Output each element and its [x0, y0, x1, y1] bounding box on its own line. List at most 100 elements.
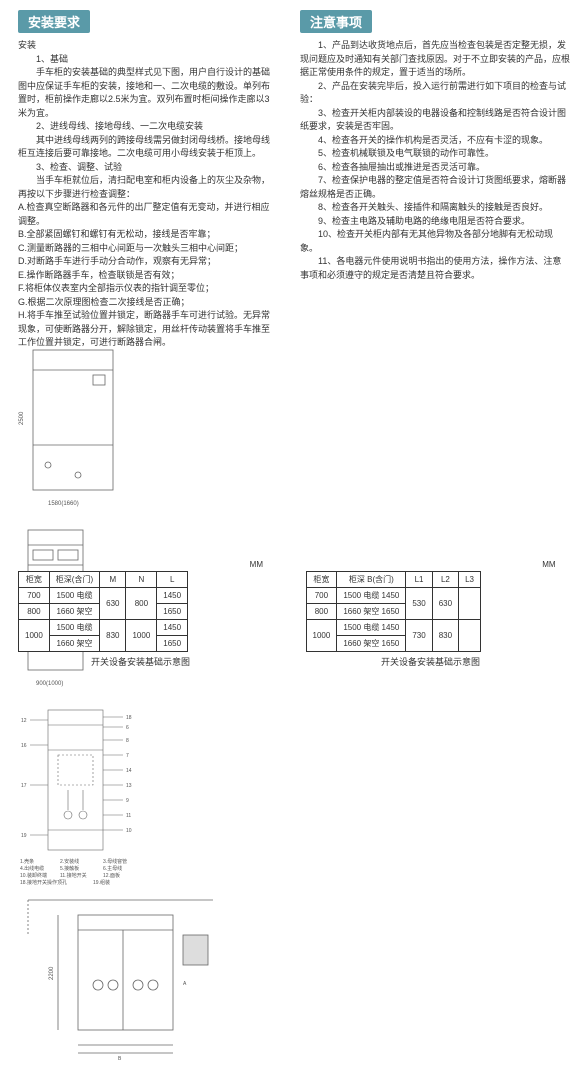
diagram-4: 2200 A B — [18, 885, 218, 1065]
d1-w: 1580(1660) — [48, 501, 79, 507]
l-pE: E.操作断路器手车，检查联锁是否有效； — [18, 269, 278, 283]
t1-h1: 柜深(含门) — [49, 572, 99, 588]
t1-c: 1500 电缆 — [49, 620, 99, 636]
d2-d: 900(1000) — [36, 681, 63, 687]
left-body: 安装 1、基础 手车柜的安装基础的典型样式见下图，用户自行设计的基础图中应保证手… — [18, 39, 278, 350]
t2-c: 830 — [432, 620, 458, 652]
diagram-1: 2500 1580(1660) — [18, 335, 123, 515]
t1-h4: L — [157, 572, 188, 588]
t2-unit: MM — [306, 560, 556, 569]
r-p9: 9、检查主电路及辅助电路的绝缘电阻是否符合要求。 — [300, 215, 570, 229]
svg-text:11: 11 — [126, 813, 131, 819]
l-p5: 3、检查、调整、试验 — [18, 161, 278, 175]
svg-text:6.主母线: 6.主母线 — [103, 865, 122, 872]
t1-c: 800 — [126, 588, 157, 620]
t2-c — [459, 620, 481, 652]
t1-c: 800 — [19, 604, 50, 620]
svg-text:2.安装线: 2.安装线 — [60, 858, 79, 865]
l-p2: 手车柜的安装基础的典型样式见下图，用户自行设计的基础图中应保证手车柜的安装，接地… — [18, 66, 278, 120]
svg-text:3.母线窨管: 3.母线窨管 — [103, 858, 127, 865]
svg-text:11.接地开关: 11.接地开关 — [60, 872, 87, 879]
right-body: 1、产品到达收货地点后，首先应当检查包装是否定整无损，发现问题应及时通知有关部门… — [300, 39, 570, 282]
svg-text:19.组装: 19.组装 — [93, 879, 110, 885]
heading-left: 安装要求 — [18, 10, 90, 33]
svg-text:6: 6 — [126, 725, 129, 731]
r-p5: 5、检查机械联锁及电气联锁的动作可靠性。 — [300, 147, 570, 161]
t1-caption: 开关设备安装基础示意图 — [18, 655, 263, 668]
l-pA: A.检查真空断路器和各元件的出厂整定值有无变动，并进行相应调整。 — [18, 201, 278, 228]
l-p3: 2、进线母线、接地母线、一二次电缆安装 — [18, 120, 278, 134]
t1-h3: N — [126, 572, 157, 588]
svg-text:14: 14 — [126, 768, 132, 774]
r-p11: 11、各电器元件使用说明书指出的使用方法，操作方法、注意事项和必须遵守的规定是否… — [300, 255, 570, 282]
l-pC: C.测量断路器的三相中心间距与一次触头三相中心间距； — [18, 242, 278, 256]
svg-text:10.装卸终端: 10.装卸终端 — [20, 872, 47, 879]
t1-c: 1650 — [157, 604, 188, 620]
svg-text:12.面板: 12.面板 — [103, 872, 120, 879]
r-p3: 3、检查开关柜内部装设的电器设备和控制线路是否符合设计图纸要求，安装是否牢固。 — [300, 107, 570, 134]
t2-c: 1660 架空 1650 — [337, 636, 406, 652]
t2-h3: L2 — [432, 572, 458, 588]
svg-text:18.接地开关操作顶孔: 18.接地开关操作顶孔 — [20, 879, 67, 885]
t2-c: 1500 电缆 1450 — [337, 620, 406, 636]
t1-c: 1500 电缆 — [49, 588, 99, 604]
l-pG: G.根据二次原理图检查二次接线是否正确； — [18, 296, 278, 310]
heading-right: 注意事项 — [300, 10, 372, 33]
t2-h0: 柜宽 — [306, 572, 337, 588]
t1-c: 1000 — [126, 620, 157, 652]
table-2: 柜宽 柜深 B(含门) L1 L2 L3 700 1500 电缆 1450 53… — [306, 571, 481, 652]
t1-c: 1650 — [157, 636, 188, 652]
t1-c: 830 — [100, 620, 126, 652]
r-p7: 7、检查保护电器的整定值是否符合设计订货图纸要求，熔断器熔丝规格是否正确。 — [300, 174, 570, 201]
svg-text:4.出线电缆: 4.出线电缆 — [20, 865, 44, 872]
t2-h4: L3 — [459, 572, 481, 588]
t1-c: 1660 架空 — [49, 604, 99, 620]
svg-text:9: 9 — [126, 798, 129, 804]
t1-c: 1660 架空 — [49, 636, 99, 652]
t2-c: 1500 电缆 1450 — [337, 588, 406, 604]
r-p10: 10、检查开关柜内部有无其他异物及各部分地脚有无松动现象。 — [300, 228, 570, 255]
t1-h0: 柜宽 — [19, 572, 50, 588]
svg-text:17: 17 — [21, 783, 27, 789]
t1-h2: M — [100, 572, 126, 588]
svg-text:B: B — [118, 1056, 122, 1062]
svg-text:16: 16 — [21, 743, 27, 749]
l-p6: 当手车柜就位后，清扫配电室和柜内设备上的灰尘及杂物，再按以下步骤进行检查调整： — [18, 174, 278, 201]
legend: 1.壳条 2.安装线 3.母线窨管 4.出线电缆 5.接触板 6.主母线 10.… — [20, 858, 127, 885]
svg-text:10: 10 — [126, 828, 132, 834]
t2-c: 700 — [306, 588, 337, 604]
t1-c: 1450 — [157, 620, 188, 636]
t2-caption: 开关设备安装基础示意图 — [306, 655, 556, 668]
l-pF: F.将柜体仪表室内全部指示仪表的指针调至零位； — [18, 282, 278, 296]
d1-h: 2500 — [19, 411, 25, 425]
svg-text:1.壳条: 1.壳条 — [20, 858, 34, 865]
d4-h: 2200 — [49, 966, 55, 980]
r-p1: 1、产品到达收货地点后，首先应当检查包装是否定整无损，发现问题应及时通知有关部门… — [300, 39, 570, 80]
svg-text:7: 7 — [126, 753, 129, 759]
table-1: 柜宽 柜深(含门) M N L 700 1500 电缆 630 800 1450… — [18, 571, 188, 652]
svg-text:A: A — [183, 981, 187, 987]
l-t1: 安装 — [18, 39, 278, 53]
t1-unit: MM — [18, 560, 263, 569]
t1-c: 700 — [19, 588, 50, 604]
svg-text:19: 19 — [21, 833, 27, 839]
t1-c: 630 — [100, 588, 126, 620]
t2-c: 730 — [406, 620, 432, 652]
t1-c: 1450 — [157, 588, 188, 604]
tables-row: MM 柜宽 柜深(含门) M N L 700 1500 电缆 630 800 1… — [18, 560, 578, 668]
l-p4: 其中进线母线两列的跨接母线需另做封闭母线桥。接地母线柜互连接后要可靠接地。二次电… — [18, 134, 278, 161]
t2-c — [459, 588, 481, 620]
t2-h1: 柜深 B(含门) — [337, 572, 406, 588]
l-pD: D.对断路手车进行手动分合动作，观察有无异常； — [18, 255, 278, 269]
t2-c: 800 — [306, 604, 337, 620]
t2-c: 1660 架空 1650 — [337, 604, 406, 620]
t2-c: 530 — [406, 588, 432, 620]
svg-text:13: 13 — [126, 783, 132, 789]
diagram-row: 2500 1580(1660) 900(1000) — [18, 335, 578, 525]
svg-text:8: 8 — [126, 738, 129, 744]
svg-text:5.接触板: 5.接触板 — [60, 865, 79, 872]
l-p1: 1、基础 — [18, 53, 278, 67]
t2-h2: L1 — [406, 572, 432, 588]
r-p6: 6、检查各抽屉抽出或推进是否灵活可靠。 — [300, 161, 570, 175]
r-p4: 4、检查各开关的操作机构是否灵活，不应有卡涩的现象。 — [300, 134, 570, 148]
